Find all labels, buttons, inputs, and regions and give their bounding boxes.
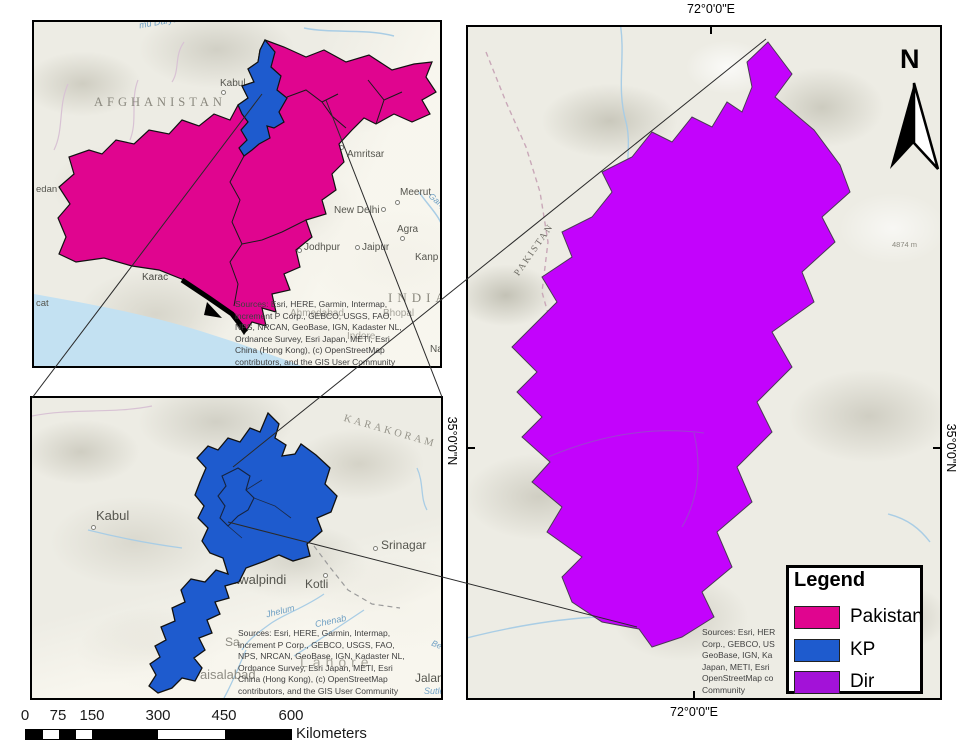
dir-polygon [511,41,851,648]
north-arrow-left-wing [890,83,914,169]
coord-label-bottom: 72°0'0"E [670,705,718,719]
map-kp-inset: Kabul KARAKORAM Srinagar awalpindi Kotli… [30,396,443,700]
scale-tick-150: 150 [79,707,105,724]
legend: Legend Pakistan KP Dir [786,565,923,694]
scale-tick-75: 75 [49,707,67,724]
attribution-kp-map: Sources: Esri, HERE, Garmin, Intermap, i… [238,628,405,696]
scale-segment [26,730,43,739]
scale-tick-0: 0 [20,707,30,724]
city-label-kabul: Kabul [96,508,130,523]
city-label-lahore: Lahore [300,654,374,670]
graticule-tick-top [710,25,712,34]
legend-label-pakistan: Pakistan [850,606,923,627]
attribution-dir-map: Sources: Esri, HER Corp., GEBCO, US GeoB… [702,627,776,695]
legend-swatch-pakistan [794,606,840,629]
attribution-pakistan-map: Sources: Esri, HERE, Garmin, Intermap, i… [235,299,402,367]
legend-label-dir: Dir [850,671,875,692]
legend-swatch-kp [794,639,840,662]
scale-tick-300: 300 [145,707,171,724]
scale-segment [76,730,92,739]
graticule-tick-left [466,447,475,449]
scale-segment [92,730,158,739]
north-arrow-right-wing [912,82,940,170]
scale-bar-segments [25,729,292,740]
coord-label-right: 35°0'0"N [944,423,958,473]
north-arrow-icon [890,82,940,170]
north-arrow: N [884,44,940,175]
city-label-sargodha: Sa [225,635,240,649]
graticule-tick-right [933,447,942,449]
city-marker-kabul [91,525,96,530]
city-label-faisalabad: Faisalabad [192,667,256,682]
scale-tick-450: 450 [211,707,237,724]
coord-label-top: 72°0'0"E [687,2,735,16]
admin-boundary-line [32,405,153,417]
scale-bar: 0 75 150 300 450 600 Kilometers [20,705,440,747]
city-label-jalandhar: Jalan [415,671,443,685]
graticule-tick-bottom [693,691,695,700]
legend-title: Legend [794,569,866,591]
river-label-sutlej: Sutle [424,686,443,696]
legend-swatch-dir [794,671,840,694]
coord-label-left: 35°0'0"N [445,416,459,466]
legend-label-kp: KP [850,639,876,660]
scale-segment [225,730,291,739]
scale-segment [59,730,76,739]
scale-segment [158,730,225,739]
map-pakistan-inset: mu Darya Kabul AFGHANISTAN edan cat Kara… [32,20,442,368]
scale-tick-600: 600 [278,707,304,724]
scale-unit-label: Kilometers [296,725,367,742]
elevation-label: 4874 m [892,240,918,249]
north-arrow-label: N [900,44,920,74]
scale-segment [43,730,59,739]
